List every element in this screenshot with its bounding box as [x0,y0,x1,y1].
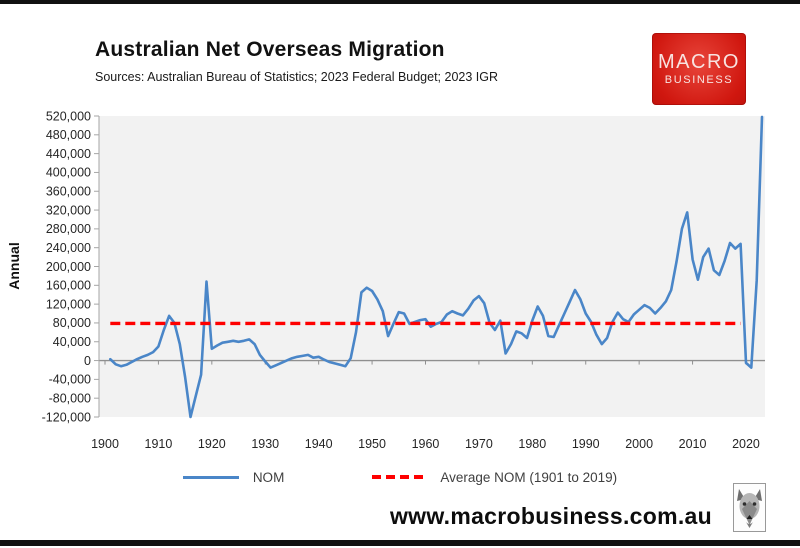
top-border [0,0,800,4]
svg-text:1990: 1990 [572,437,600,451]
nom-legend-label: NOM [252,469,285,485]
sources-subtitle: Sources: Australian Bureau of Statistics… [95,70,499,84]
svg-text:1980: 1980 [518,437,546,451]
wolf-logo-icon [737,488,762,528]
macrobusiness-logo: MACRO BUSINESS [652,33,746,105]
logo-line1: MACRO [658,51,740,73]
svg-text:1920: 1920 [198,437,226,451]
website-url: www.macrobusiness.com.au [389,503,712,529]
svg-text:280,000: 280,000 [46,222,91,236]
svg-text:480,000: 480,000 [46,128,91,142]
svg-text:1930: 1930 [251,437,279,451]
y-axis [94,115,100,418]
nom-series-line [109,115,764,419]
svg-text:-120,000: -120,000 [42,410,91,424]
chart-legend: NOM Average NOM (1901 to 2019) [0,464,800,490]
logo-line2: BUSINESS [664,74,734,86]
svg-text:400,000: 400,000 [46,166,91,180]
svg-text:40,000: 40,000 [53,335,91,349]
svg-text:1970: 1970 [465,437,493,451]
svg-text:120,000: 120,000 [46,297,91,311]
svg-text:2020: 2020 [732,437,760,451]
x-tick-labels: 1900 1910 1920 1930 1940 1950 1960 1970 1980 1990… [91,437,760,451]
x-axis [99,359,765,365]
nom-legend-line-icon [182,475,239,479]
svg-text:1950: 1950 [358,437,386,451]
svg-text:-80,000: -80,000 [49,391,91,405]
average-legend-label: Average NOM (1901 to 2019) [440,469,618,485]
svg-text:1960: 1960 [412,437,440,451]
svg-text:160,000: 160,000 [46,279,91,293]
bottom-border [0,540,800,546]
svg-text:1940: 1940 [305,437,333,451]
svg-text:1900: 1900 [91,437,119,451]
svg-text:0: 0 [84,354,91,368]
nom-line-chart: 520,000 480,000 440,000 400,000 360,000 320,0… [42,109,765,451]
svg-text:2000: 2000 [625,437,653,451]
svg-text:80,000: 80,000 [53,316,91,330]
svg-text:520,000: 520,000 [46,109,91,123]
svg-text:320,000: 320,000 [46,203,91,217]
svg-text:240,000: 240,000 [46,241,91,255]
plot-area [99,116,765,417]
average-legend-dash-icon [372,475,427,479]
wolf-logo-frame [733,483,766,532]
svg-text:-40,000: -40,000 [49,373,91,387]
svg-text:1910: 1910 [145,437,173,451]
y-tick-labels: 520,000 480,000 440,000 400,000 360,000 320,0… [42,109,91,424]
page-title: Australian Net Overseas Migration [95,38,445,61]
svg-text:440,000: 440,000 [46,147,91,161]
svg-text:2010: 2010 [679,437,707,451]
svg-text:200,000: 200,000 [46,260,91,274]
svg-text:360,000: 360,000 [46,185,91,199]
